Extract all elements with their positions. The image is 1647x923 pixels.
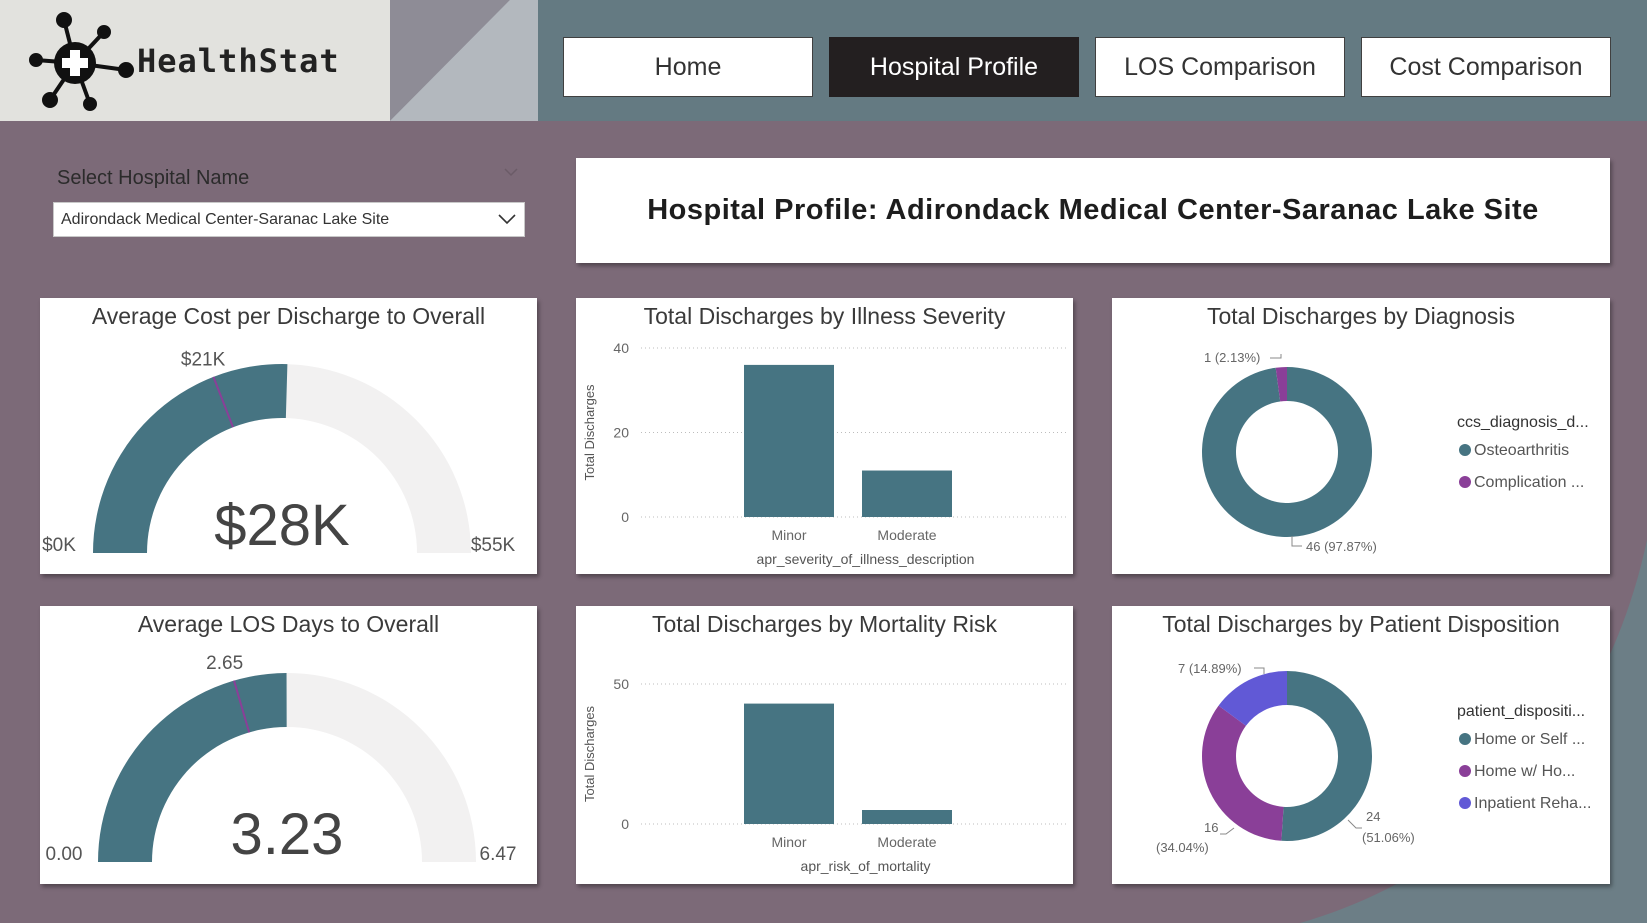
diagnosis-chart-card[interactable]: Total Discharges by Diagnosis ccs_diagno… (1112, 298, 1610, 574)
x-tick-label: Minor (771, 527, 806, 543)
gauge-value-label: 3.23 (231, 802, 344, 867)
gauge-value-arc (98, 673, 287, 862)
gauge-target-label: $21K (181, 350, 226, 371)
cost-gauge: $21K $28K $0K $55K (42, 350, 516, 558)
nav-los-comparison-button[interactable]: LOS Comparison (1095, 37, 1345, 97)
gauge-target-line (212, 376, 234, 428)
gauge-max-label: 6.47 (480, 844, 517, 865)
leader-line (1291, 536, 1302, 547)
y-axis-title: Total Discharges (582, 384, 597, 481)
hospital-select-value: Adirondack Medical Center-Saranac Lake S… (61, 210, 390, 228)
y-tick-label: 0 (621, 509, 629, 525)
gauge-min-label: $0K (42, 535, 76, 556)
cost-gauge-title: Average Cost per Discharge to Overall (91, 303, 486, 329)
donut-slice (1202, 367, 1372, 537)
gauge-min-label: 0.00 (46, 844, 83, 865)
mortality-chart-card[interactable]: Total Discharges by Mortality Risk 0 50 Mi… (576, 606, 1073, 884)
y-tick-label: 20 (613, 425, 629, 441)
data-label: 7 (14.89%) (1178, 661, 1242, 676)
los-gauge: 2.65 3.23 0.00 6.47 (46, 653, 517, 867)
bar (744, 703, 834, 824)
legend-marker (1459, 765, 1471, 777)
x-axis-title: apr_risk_of_mortality (801, 858, 931, 874)
donut-slice (1202, 705, 1284, 841)
severity-bar-chart: 0 20 40 Minor Moderate apr_severity_of_illnes… (582, 340, 1066, 567)
x-tick-label: Moderate (877, 527, 936, 543)
leader-line (1270, 354, 1282, 359)
diagnosis-chart-title: Total Discharges by Diagnosis (1206, 303, 1516, 329)
y-tick-label: 50 (613, 676, 629, 692)
gauge-value-arc (93, 364, 288, 553)
hospital-select-dropdown[interactable]: Adirondack Medical Center-Saranac Lake S… (53, 202, 525, 237)
leader-line (1220, 827, 1235, 835)
data-label-pct: (51.06%) (1362, 830, 1415, 845)
data-label: 1 (2.13%) (1204, 350, 1260, 365)
disposition-chart-card[interactable]: Total Discharges by Patient Disposition … (1112, 606, 1610, 884)
legend-marker (1459, 797, 1471, 809)
page-title: Hospital Profile: Adirondack Medical Cen… (576, 158, 1610, 263)
legend-title: ccs_diagnosis_d... (1457, 414, 1589, 431)
legend-label: Complication ... (1474, 474, 1584, 491)
diagnosis-donut-chart: ccs_diagnosis_d... Osteoarthritis Complica… (1202, 350, 1589, 554)
mortality-chart-title: Total Discharges by Mortality Risk (651, 611, 998, 637)
bar (862, 470, 952, 517)
mortality-bar-chart: 0 50 Minor Moderate apr_risk_of_mortality Tot… (582, 676, 1066, 874)
gauge-value-label: $28K (214, 493, 350, 558)
disposition-chart-title: Total Discharges by Patient Disposition (1162, 611, 1560, 637)
y-tick-label: 0 (621, 816, 629, 832)
legend-label: Inpatient Reha... (1474, 795, 1591, 812)
gauge-target-line (233, 680, 251, 733)
legend-marker (1459, 476, 1471, 488)
data-label: 16 (1204, 820, 1218, 835)
data-label: 46 (97.87%) (1306, 539, 1377, 554)
donut-slice (1218, 671, 1287, 726)
data-label-pct: (34.04%) (1156, 840, 1209, 855)
data-label: 24 (1366, 809, 1380, 824)
x-tick-label: Moderate (877, 834, 936, 850)
donut-slice (1281, 671, 1372, 841)
los-gauge-title: Average LOS Days to Overall (137, 611, 440, 637)
legend-label: Home or Self ... (1474, 731, 1585, 748)
brand-name: HealthStat (137, 42, 340, 80)
legend-marker (1459, 444, 1471, 456)
brand-area: HealthStat (0, 0, 538, 121)
nav-home-button[interactable]: Home (563, 37, 813, 97)
nav-hospital-profile-button[interactable]: Hospital Profile (829, 37, 1079, 97)
nav-cost-comparison-button[interactable]: Cost Comparison (1361, 37, 1611, 97)
bar (744, 364, 834, 517)
gauge-max-label: $55K (471, 535, 516, 556)
cost-gauge-card[interactable]: Average Cost per Discharge to Overall $2… (40, 298, 537, 574)
donut-slice (1275, 367, 1287, 402)
x-tick-label: Minor (771, 834, 806, 850)
y-tick-label: 40 (613, 340, 629, 356)
gauge-target-label: 2.65 (206, 653, 243, 674)
y-axis-title: Total Discharges (582, 705, 597, 802)
slicer-header-chevron-icon[interactable] (503, 166, 519, 178)
leader-line (1347, 819, 1362, 829)
severity-chart-title: Total Discharges by Illness Severity (643, 303, 1006, 329)
logo-icon (29, 12, 134, 111)
legend-marker (1459, 733, 1471, 745)
chevron-down-icon (498, 214, 516, 225)
x-axis-title: apr_severity_of_illness_description (757, 551, 975, 567)
hospital-slicer-label: Select Hospital Name (57, 167, 250, 189)
legend-label: Osteoarthritis (1474, 442, 1569, 459)
leader-line (1254, 667, 1265, 674)
legend-title: patient_dispositi... (1457, 703, 1585, 720)
disposition-donut-chart: patient_dispositi... Home or Self ... Home… (1156, 661, 1591, 855)
legend-label: Home w/ Ho... (1474, 763, 1575, 780)
severity-chart-card[interactable]: Total Discharges by Illness Severity 0 20… (576, 298, 1073, 574)
bar (862, 810, 952, 824)
los-gauge-card[interactable]: Average LOS Days to Overall 2.65 3.23 0.00… (40, 606, 537, 884)
